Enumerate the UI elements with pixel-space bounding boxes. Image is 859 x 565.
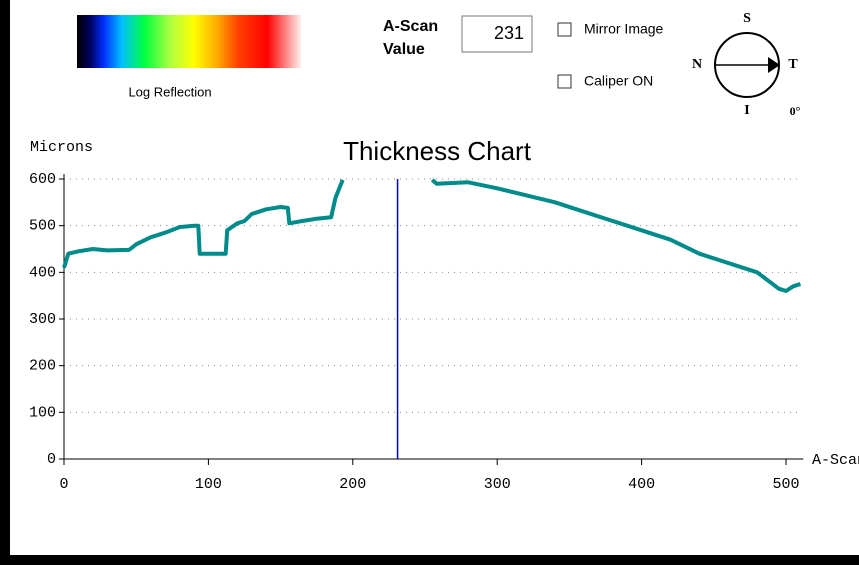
x-tick-label: 100 <box>195 476 222 493</box>
checkbox[interactable] <box>558 23 571 36</box>
checkbox-label[interactable]: Caliper ON <box>584 73 653 89</box>
x-axis-label: A-Scan <box>812 452 859 469</box>
checkbox[interactable] <box>558 75 571 88</box>
x-tick-label: 300 <box>484 476 511 493</box>
x-tick-label: 500 <box>772 476 799 493</box>
compass-angle: 0° <box>790 104 801 118</box>
y-tick-label: 600 <box>29 171 56 188</box>
compass-label: N <box>692 57 702 72</box>
compass-label: I <box>744 103 749 118</box>
y-tick-label: 200 <box>29 358 56 375</box>
color-scale-label: Log Reflection <box>128 84 211 99</box>
y-axis-label: Microns <box>30 139 93 156</box>
y-tick-label: 500 <box>29 218 56 235</box>
compass-label: T <box>788 57 798 72</box>
a-scan-label: A-Scan <box>383 18 438 35</box>
y-tick-label: 100 <box>29 404 56 421</box>
a-scan-label: Value <box>383 41 425 58</box>
color-scale <box>77 15 301 68</box>
chart-title: Thickness Chart <box>343 136 532 166</box>
compass-label: S <box>743 11 751 26</box>
y-tick-label: 300 <box>29 311 56 328</box>
x-tick-label: 0 <box>59 476 68 493</box>
x-tick-label: 400 <box>628 476 655 493</box>
page: {"ui": {"color_scale_label": "Log Reflec… <box>0 0 859 565</box>
y-tick-label: 0 <box>47 451 56 468</box>
panel <box>10 0 859 555</box>
y-tick-label: 400 <box>29 264 56 281</box>
a-scan-value[interactable]: 231 <box>494 23 524 43</box>
x-tick-label: 200 <box>339 476 366 493</box>
screen: Log Reflection A-Scan Value 231 Mirror I… <box>0 0 859 565</box>
checkbox-label[interactable]: Mirror Image <box>584 21 664 37</box>
